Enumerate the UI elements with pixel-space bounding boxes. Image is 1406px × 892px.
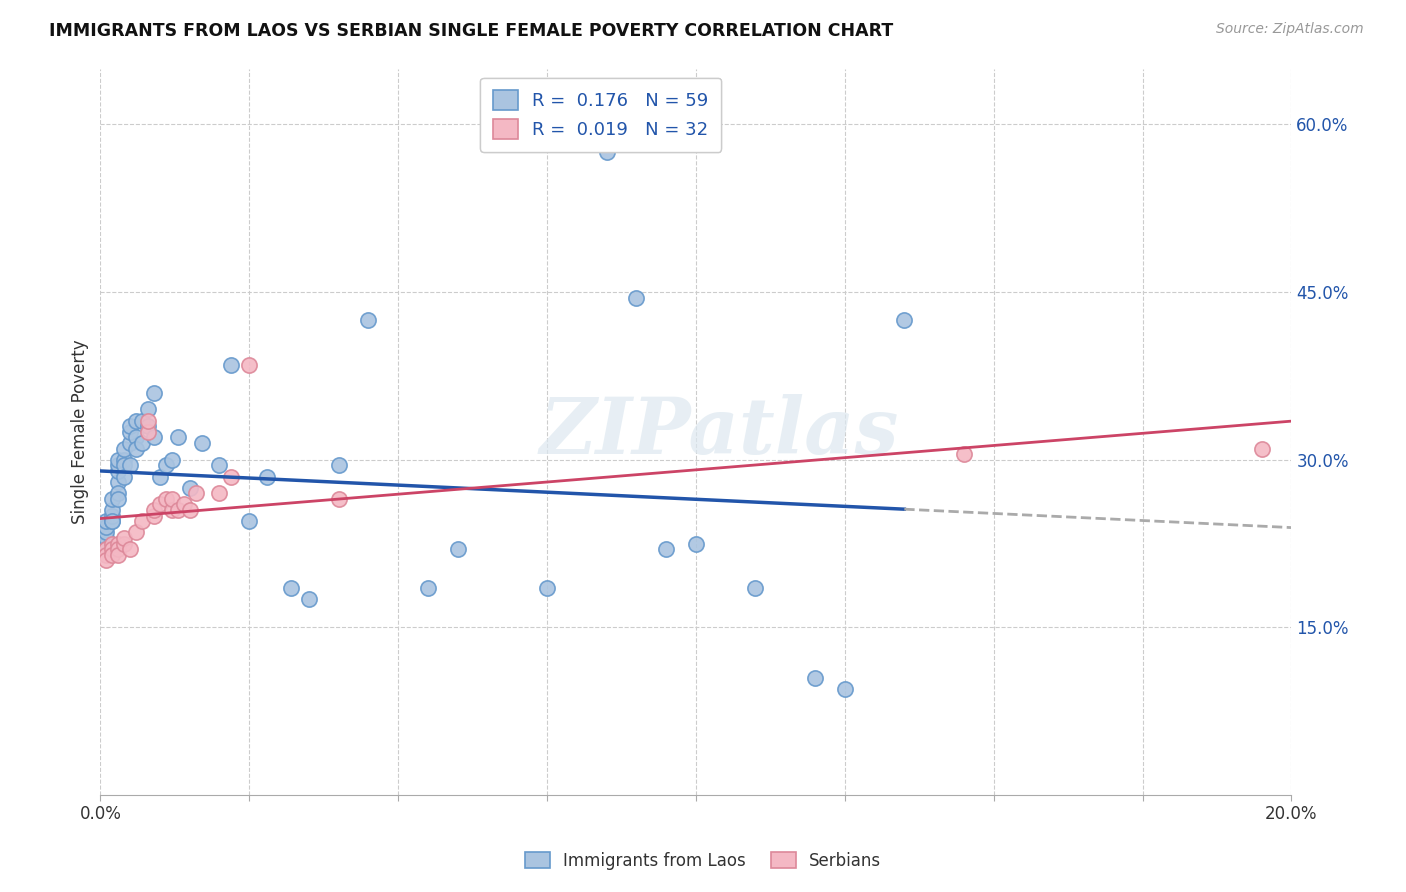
Point <box>107 464 129 478</box>
Point <box>101 508 124 523</box>
Point <box>101 536 124 550</box>
Point <box>125 442 148 456</box>
Point <box>447 542 470 557</box>
Point <box>357 313 380 327</box>
Point <box>96 514 118 528</box>
Text: ZIPatlas: ZIPatlas <box>540 393 900 470</box>
Point <box>166 503 188 517</box>
Point <box>112 536 135 550</box>
Point <box>107 542 129 557</box>
Point <box>655 542 678 557</box>
Point <box>221 469 243 483</box>
Point <box>208 486 231 500</box>
Point <box>142 503 165 517</box>
Point <box>101 548 124 562</box>
Text: Source: ZipAtlas.com: Source: ZipAtlas.com <box>1216 22 1364 37</box>
Point <box>107 486 129 500</box>
Point <box>107 548 129 562</box>
Point <box>190 436 212 450</box>
Point <box>96 542 118 557</box>
Legend: Immigrants from Laos, Serbians: Immigrants from Laos, Serbians <box>517 846 889 877</box>
Point <box>160 503 183 517</box>
Point <box>298 592 321 607</box>
Point <box>131 514 153 528</box>
Point <box>1250 442 1272 456</box>
Point <box>101 542 124 557</box>
Point <box>136 419 159 434</box>
Point <box>149 469 172 483</box>
Point <box>101 514 124 528</box>
Point <box>142 430 165 444</box>
Point <box>744 582 766 596</box>
Point <box>328 491 350 506</box>
Point <box>166 430 188 444</box>
Point <box>112 469 135 483</box>
Point <box>96 531 118 545</box>
Point <box>155 458 177 473</box>
Point <box>136 402 159 417</box>
Point <box>125 430 148 444</box>
Point <box>101 503 124 517</box>
Point <box>256 469 278 483</box>
Point <box>96 553 118 567</box>
Point <box>120 436 142 450</box>
Point <box>238 514 260 528</box>
Point <box>536 582 558 596</box>
Point <box>184 486 207 500</box>
Point <box>120 425 142 439</box>
Point <box>160 452 183 467</box>
Point <box>96 542 118 557</box>
Point <box>96 536 118 550</box>
Point <box>101 491 124 506</box>
Point <box>125 414 148 428</box>
Point <box>221 358 243 372</box>
Point <box>107 458 129 473</box>
Point <box>834 681 856 696</box>
Point <box>131 436 153 450</box>
Point <box>107 452 129 467</box>
Point <box>173 498 195 512</box>
Point <box>142 385 165 400</box>
Point <box>96 548 118 562</box>
Point <box>112 531 135 545</box>
Point <box>149 498 172 512</box>
Point <box>101 514 124 528</box>
Point <box>626 291 648 305</box>
Point <box>280 582 302 596</box>
Point <box>179 481 201 495</box>
Point <box>238 358 260 372</box>
Point <box>112 442 135 456</box>
Point <box>155 491 177 506</box>
Point <box>107 475 129 489</box>
Point <box>136 425 159 439</box>
Y-axis label: Single Female Poverty: Single Female Poverty <box>72 340 89 524</box>
Point <box>125 525 148 540</box>
Point <box>953 447 976 461</box>
Point <box>893 313 915 327</box>
Point <box>804 671 827 685</box>
Point <box>120 419 142 434</box>
Legend: R =  0.176   N = 59, R =  0.019   N = 32: R = 0.176 N = 59, R = 0.019 N = 32 <box>479 78 721 152</box>
Point <box>208 458 231 473</box>
Point <box>112 458 135 473</box>
Point <box>96 520 118 534</box>
Point <box>120 458 142 473</box>
Point <box>120 542 142 557</box>
Point <box>416 582 439 596</box>
Point <box>131 414 153 428</box>
Point <box>685 536 707 550</box>
Point <box>107 536 129 550</box>
Text: IMMIGRANTS FROM LAOS VS SERBIAN SINGLE FEMALE POVERTY CORRELATION CHART: IMMIGRANTS FROM LAOS VS SERBIAN SINGLE F… <box>49 22 893 40</box>
Point <box>328 458 350 473</box>
Point <box>160 491 183 506</box>
Point <box>96 525 118 540</box>
Point <box>136 414 159 428</box>
Point <box>142 508 165 523</box>
Point <box>107 491 129 506</box>
Point <box>595 145 617 160</box>
Point <box>179 503 201 517</box>
Point <box>112 452 135 467</box>
